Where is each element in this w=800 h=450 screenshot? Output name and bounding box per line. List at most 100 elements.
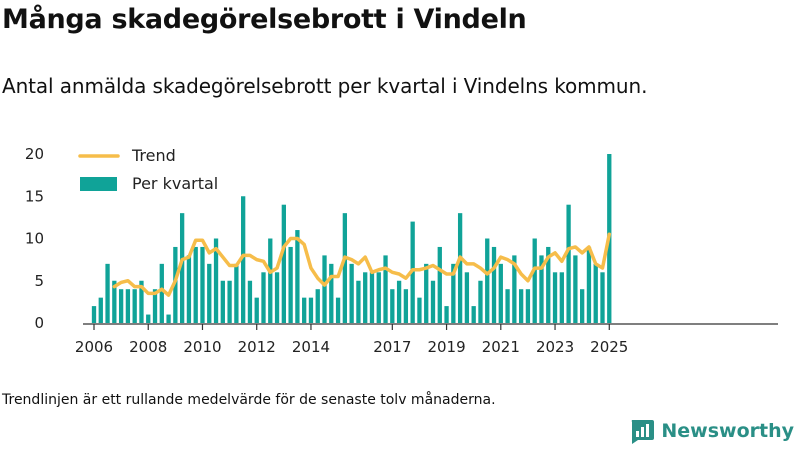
newsworthy-logo-text: Newsworthy <box>661 420 794 442</box>
bar <box>125 289 131 323</box>
chart-title: Många skadegörelsebrott i Vindeln <box>2 4 527 35</box>
bar <box>281 204 286 323</box>
bar <box>98 297 103 323</box>
bar <box>193 246 198 323</box>
bar <box>390 289 395 323</box>
bar <box>335 297 341 323</box>
bar <box>322 255 327 323</box>
legend-trend-label: Trend <box>131 146 176 165</box>
x-tick-label: 2025 <box>590 338 628 356</box>
x-tick-label: 2010 <box>183 338 221 356</box>
bar <box>369 272 375 323</box>
bar <box>247 280 253 323</box>
bar <box>302 297 307 323</box>
bar <box>464 272 470 323</box>
y-axis: 0 5 10 15 20 <box>25 145 44 332</box>
bar <box>491 246 497 323</box>
x-tick-label: 2019 <box>427 338 465 356</box>
legend: Trend Per kvartal <box>70 146 236 202</box>
newsworthy-logo-icon <box>632 420 655 444</box>
bar <box>546 246 551 323</box>
y-tick-label: 5 <box>34 272 44 290</box>
x-tick-label: 2012 <box>238 338 276 356</box>
bar <box>532 238 537 323</box>
y-tick-label: 15 <box>25 187 44 205</box>
bar <box>478 280 483 323</box>
y-tick-label: 20 <box>25 145 44 163</box>
bar <box>451 263 456 323</box>
bar <box>179 213 185 323</box>
bar <box>207 263 212 323</box>
bar <box>444 306 449 323</box>
bar <box>118 289 124 323</box>
bar <box>295 230 300 323</box>
bar <box>471 306 476 323</box>
bar <box>417 297 422 323</box>
bar <box>268 238 273 323</box>
newsworthy-logo: Newsworthy <box>629 418 794 444</box>
bar <box>349 263 354 323</box>
bar <box>254 297 259 323</box>
bar <box>220 280 225 323</box>
bar <box>241 196 246 323</box>
bar <box>132 289 137 323</box>
bar <box>91 306 97 323</box>
bar <box>363 272 368 323</box>
y-tick-label: 10 <box>25 230 44 248</box>
bar <box>593 263 598 323</box>
bar <box>146 314 151 323</box>
bar <box>518 289 524 323</box>
bar <box>342 213 348 323</box>
bar <box>512 255 517 323</box>
bar <box>396 280 402 323</box>
bar <box>485 238 490 323</box>
bar <box>234 263 239 323</box>
x-axis: 2006 2008 2010 2012 2014 2017 2019 2021 2023 2025 <box>75 324 628 356</box>
y-tick-label: 0 <box>34 314 44 332</box>
bar <box>261 272 266 323</box>
x-tick-label: 2014 <box>292 338 330 356</box>
trend-line <box>112 232 612 297</box>
bar <box>566 204 571 323</box>
bar <box>376 272 381 323</box>
x-tick-label: 2021 <box>482 338 520 356</box>
bar <box>383 255 388 323</box>
bar <box>315 289 320 323</box>
bar <box>166 314 171 323</box>
bar <box>112 280 117 323</box>
bar <box>173 246 178 323</box>
bar <box>274 272 280 323</box>
chart-subtitle: Antal anmälda skadegörelsebrott per kvar… <box>2 74 648 98</box>
bar <box>288 246 293 323</box>
bar <box>498 263 503 323</box>
bar <box>200 246 205 323</box>
bar <box>430 280 436 323</box>
bar <box>424 263 429 323</box>
bar <box>559 272 564 323</box>
bar <box>586 246 592 323</box>
bar <box>159 263 164 323</box>
bar <box>139 280 144 323</box>
bar <box>213 238 219 323</box>
bar <box>600 272 605 323</box>
bar <box>539 255 544 323</box>
footnote: Trendlinjen är ett rullande medelvärde f… <box>2 392 496 408</box>
x-tick-label: 2006 <box>75 338 113 356</box>
legend-bar-label: Per kvartal <box>132 174 218 193</box>
bar <box>580 289 585 323</box>
bar <box>437 246 442 323</box>
bar <box>329 263 334 323</box>
bar <box>552 272 558 323</box>
x-tick-label: 2023 <box>536 338 574 356</box>
x-tick-label: 2017 <box>373 338 411 356</box>
bar <box>105 263 110 323</box>
bar <box>186 255 192 323</box>
bar <box>525 289 531 323</box>
bar <box>152 289 158 323</box>
bar <box>308 297 314 323</box>
bar <box>573 255 578 323</box>
bar <box>356 280 361 323</box>
bar <box>457 213 463 323</box>
bar <box>505 289 510 323</box>
